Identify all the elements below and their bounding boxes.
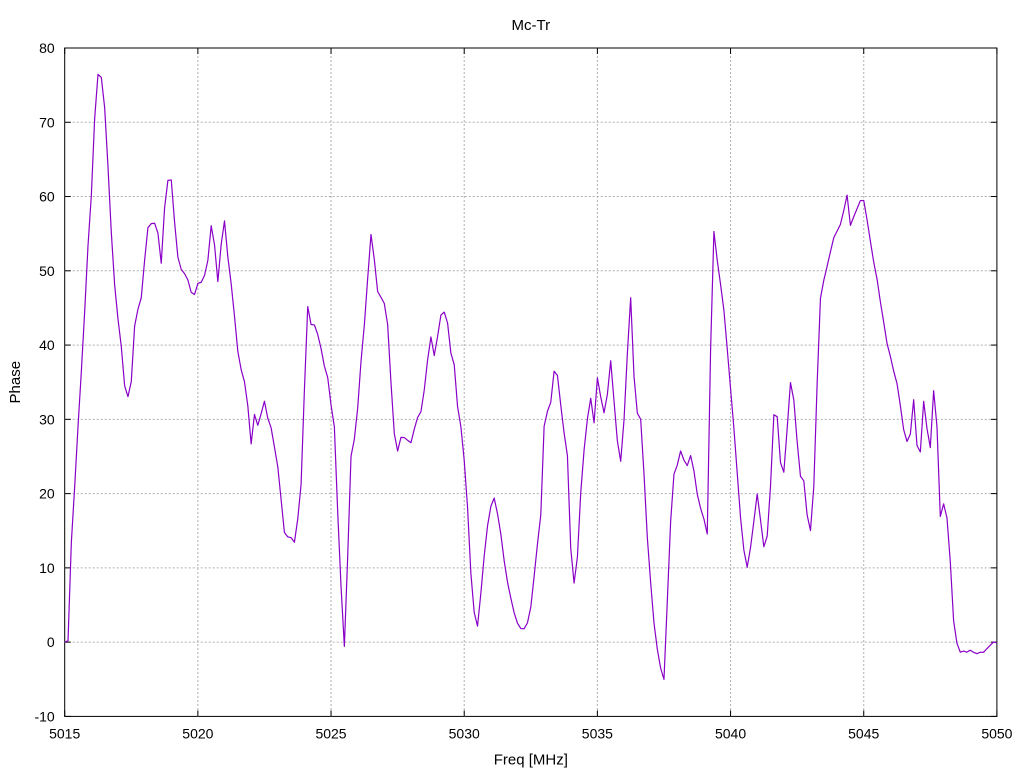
svg-text:60: 60 [39, 189, 55, 205]
svg-text:5045: 5045 [848, 725, 879, 741]
svg-text:Freq [MHz]: Freq [MHz] [494, 751, 568, 768]
svg-text:10: 10 [39, 560, 55, 576]
svg-text:5015: 5015 [49, 725, 80, 741]
svg-text:20: 20 [39, 486, 55, 502]
svg-text:70: 70 [39, 114, 55, 130]
svg-text:50: 50 [39, 263, 55, 279]
svg-text:Phase: Phase [7, 361, 24, 404]
svg-text:5025: 5025 [315, 725, 346, 741]
svg-text:30: 30 [39, 411, 55, 427]
svg-text:5050: 5050 [981, 725, 1012, 741]
svg-text:5030: 5030 [449, 725, 480, 741]
svg-text:Mc-Tr: Mc-Tr [512, 17, 551, 34]
svg-text:0: 0 [47, 634, 55, 650]
svg-text:5035: 5035 [582, 725, 613, 741]
svg-text:5040: 5040 [715, 725, 746, 741]
svg-text:5020: 5020 [182, 725, 213, 741]
svg-text:-10: -10 [34, 708, 54, 724]
svg-text:80: 80 [39, 40, 55, 56]
svg-text:40: 40 [39, 337, 55, 353]
